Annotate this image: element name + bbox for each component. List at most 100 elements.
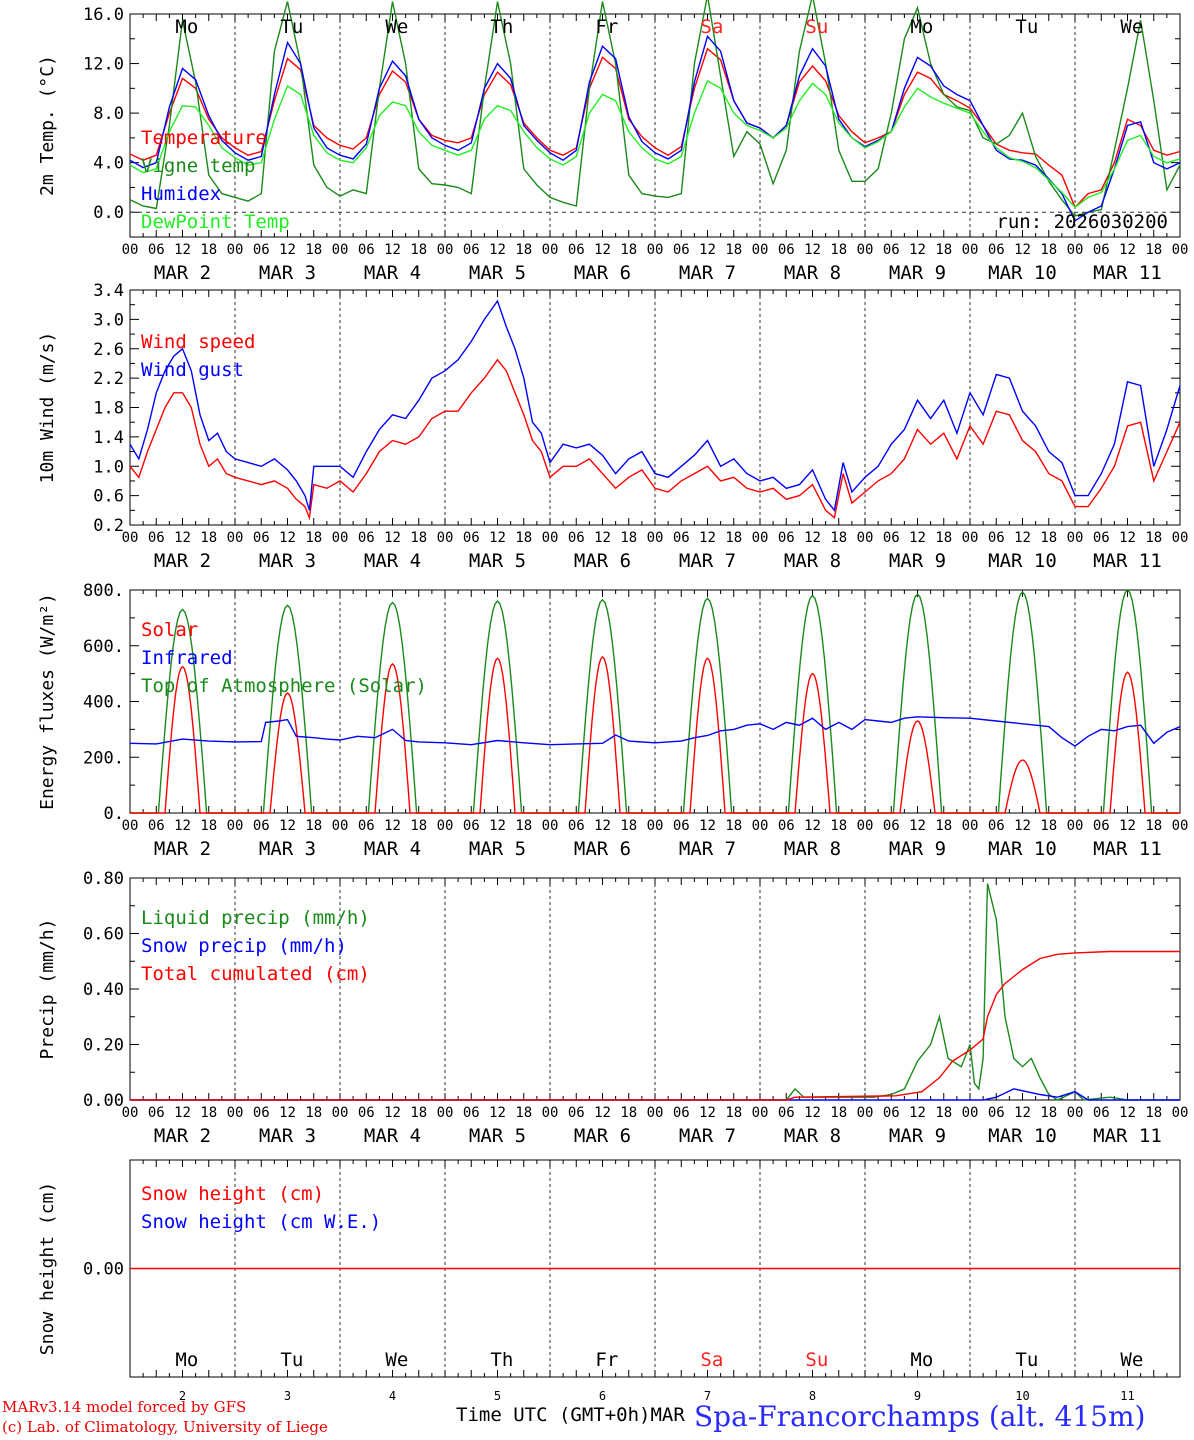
hour-tick-label: 00 xyxy=(857,1105,874,1121)
date-label: MAR 10 xyxy=(988,550,1057,572)
hour-tick-label: 00 xyxy=(857,242,874,258)
hour-tick-label: 18 xyxy=(725,1105,742,1121)
legend-entry: Vigne temp xyxy=(141,155,255,177)
hour-tick-label: 12 xyxy=(174,530,191,546)
panel-precip xyxy=(129,877,1181,1101)
toa-solar-series xyxy=(235,604,340,814)
hour-tick-label: 18 xyxy=(305,530,322,546)
hour-tick-label: 18 xyxy=(515,818,532,834)
legend-entry: Snow precip (mm/h) xyxy=(141,935,347,957)
hour-tick-label: 18 xyxy=(200,242,217,258)
date-label: MAR 8 xyxy=(784,262,841,284)
date-label: MAR 11 xyxy=(1093,262,1162,284)
legend-entry: Solar xyxy=(141,619,198,641)
date-label: MAR 8 xyxy=(784,1125,841,1147)
y-tick-label: 8.0 xyxy=(93,104,124,124)
hour-tick-label: 18 xyxy=(1145,818,1162,834)
hour-tick-label: 06 xyxy=(463,818,480,834)
hour-tick-label: 06 xyxy=(463,1105,480,1121)
hour-tick-label: 00 xyxy=(647,530,664,546)
hour-tick-label: 00 xyxy=(227,818,244,834)
x-axis-month: MAR xyxy=(650,1404,685,1426)
toa-solar-series xyxy=(550,598,655,814)
solar-series xyxy=(235,692,340,814)
toa-solar-series xyxy=(655,597,760,814)
hour-tick-label: 12 xyxy=(384,242,401,258)
solar-series xyxy=(865,720,970,814)
day-number-label: 4 xyxy=(389,1389,396,1403)
hour-tick-label: 12 xyxy=(489,818,506,834)
hour-tick-label: 12 xyxy=(804,1105,821,1121)
hour-tick-label: 00 xyxy=(227,1105,244,1121)
legend-entry: Wind speed xyxy=(141,331,255,353)
hour-tick-label: 00 xyxy=(542,1105,559,1121)
series-wind-gust xyxy=(129,299,1181,512)
y-tick-label: 800. xyxy=(83,581,124,601)
hour-tick-label: 00 xyxy=(1067,242,1084,258)
y-tick-label: 0. xyxy=(104,804,124,824)
hour-tick-label: 06 xyxy=(253,1105,270,1121)
station-name: Spa-Francorchamps (alt. 415m) xyxy=(694,1400,1146,1433)
weekday-label: We xyxy=(1120,16,1143,38)
hour-tick-label: 00 xyxy=(647,1105,664,1121)
solar-series xyxy=(655,657,760,814)
hour-tick-label: 18 xyxy=(935,530,952,546)
hour-tick-label: 18 xyxy=(830,530,847,546)
hour-tick-label: 06 xyxy=(883,1105,900,1121)
hour-tick-label: 00 xyxy=(1067,818,1084,834)
date-label: MAR 3 xyxy=(259,262,316,284)
hour-tick-label: 06 xyxy=(778,818,795,834)
hour-tick-label: 12 xyxy=(909,530,926,546)
series-total-cumulated-cm- xyxy=(130,950,1180,1101)
weekday-label: We xyxy=(385,16,408,38)
date-label: MAR 4 xyxy=(364,550,421,572)
weekday-label: Mo xyxy=(910,16,933,38)
day-number-label: 10 xyxy=(1015,1389,1029,1403)
date-label: MAR 9 xyxy=(889,262,946,284)
solar-series xyxy=(445,657,550,814)
hour-tick-label: 00 xyxy=(962,530,979,546)
weekday-label: Th xyxy=(490,1349,513,1371)
weekday-label: Su xyxy=(805,16,828,38)
hour-tick-label: 18 xyxy=(515,242,532,258)
date-label: MAR 3 xyxy=(259,838,316,860)
hour-tick-label: 06 xyxy=(1093,818,1110,834)
hour-tick-label: 00 xyxy=(332,818,349,834)
date-label: MAR 8 xyxy=(784,838,841,860)
hour-tick-label: 12 xyxy=(804,530,821,546)
hour-tick-label: 12 xyxy=(594,530,611,546)
hour-tick-label: 00 xyxy=(647,242,664,258)
hour-tick-label: 12 xyxy=(909,818,926,834)
date-label: MAR 9 xyxy=(889,838,946,860)
hour-tick-label: 12 xyxy=(909,242,926,258)
model-credit: MARv3.14 model forced by GFS xyxy=(2,1398,247,1416)
hour-tick-label: 00 xyxy=(857,818,874,834)
date-label: MAR 10 xyxy=(988,262,1057,284)
hour-tick-label: 00 xyxy=(1172,818,1189,834)
hour-tick-label: 00 xyxy=(1172,530,1189,546)
y-axis-label: Snow height (cm) xyxy=(37,1182,58,1355)
hour-tick-label: 18 xyxy=(1145,242,1162,258)
weekday-label: Tu xyxy=(280,16,303,38)
hour-tick-label: 18 xyxy=(725,530,742,546)
hour-tick-label: 18 xyxy=(305,1105,322,1121)
hour-tick-label: 00 xyxy=(752,242,769,258)
hour-tick-label: 06 xyxy=(673,818,690,834)
hour-tick-label: 06 xyxy=(778,242,795,258)
hour-tick-label: 12 xyxy=(279,1105,296,1121)
hour-tick-label: 18 xyxy=(830,818,847,834)
hour-tick-label: 18 xyxy=(1040,818,1057,834)
hour-tick-label: 00 xyxy=(122,1105,139,1121)
hour-tick-label: 00 xyxy=(1172,242,1189,258)
hour-tick-label: 12 xyxy=(594,242,611,258)
day-number-label: 11 xyxy=(1120,1389,1134,1403)
weekday-label: Fr xyxy=(595,1349,618,1371)
hour-tick-label: 18 xyxy=(305,818,322,834)
legend-entry: Snow height (cm) xyxy=(141,1183,324,1205)
hour-tick-label: 00 xyxy=(122,242,139,258)
y-tick-label: 2.2 xyxy=(93,369,124,389)
plot-frame xyxy=(129,589,1181,814)
hour-tick-label: 18 xyxy=(200,818,217,834)
date-label: MAR 9 xyxy=(889,1125,946,1147)
hour-tick-label: 00 xyxy=(542,818,559,834)
